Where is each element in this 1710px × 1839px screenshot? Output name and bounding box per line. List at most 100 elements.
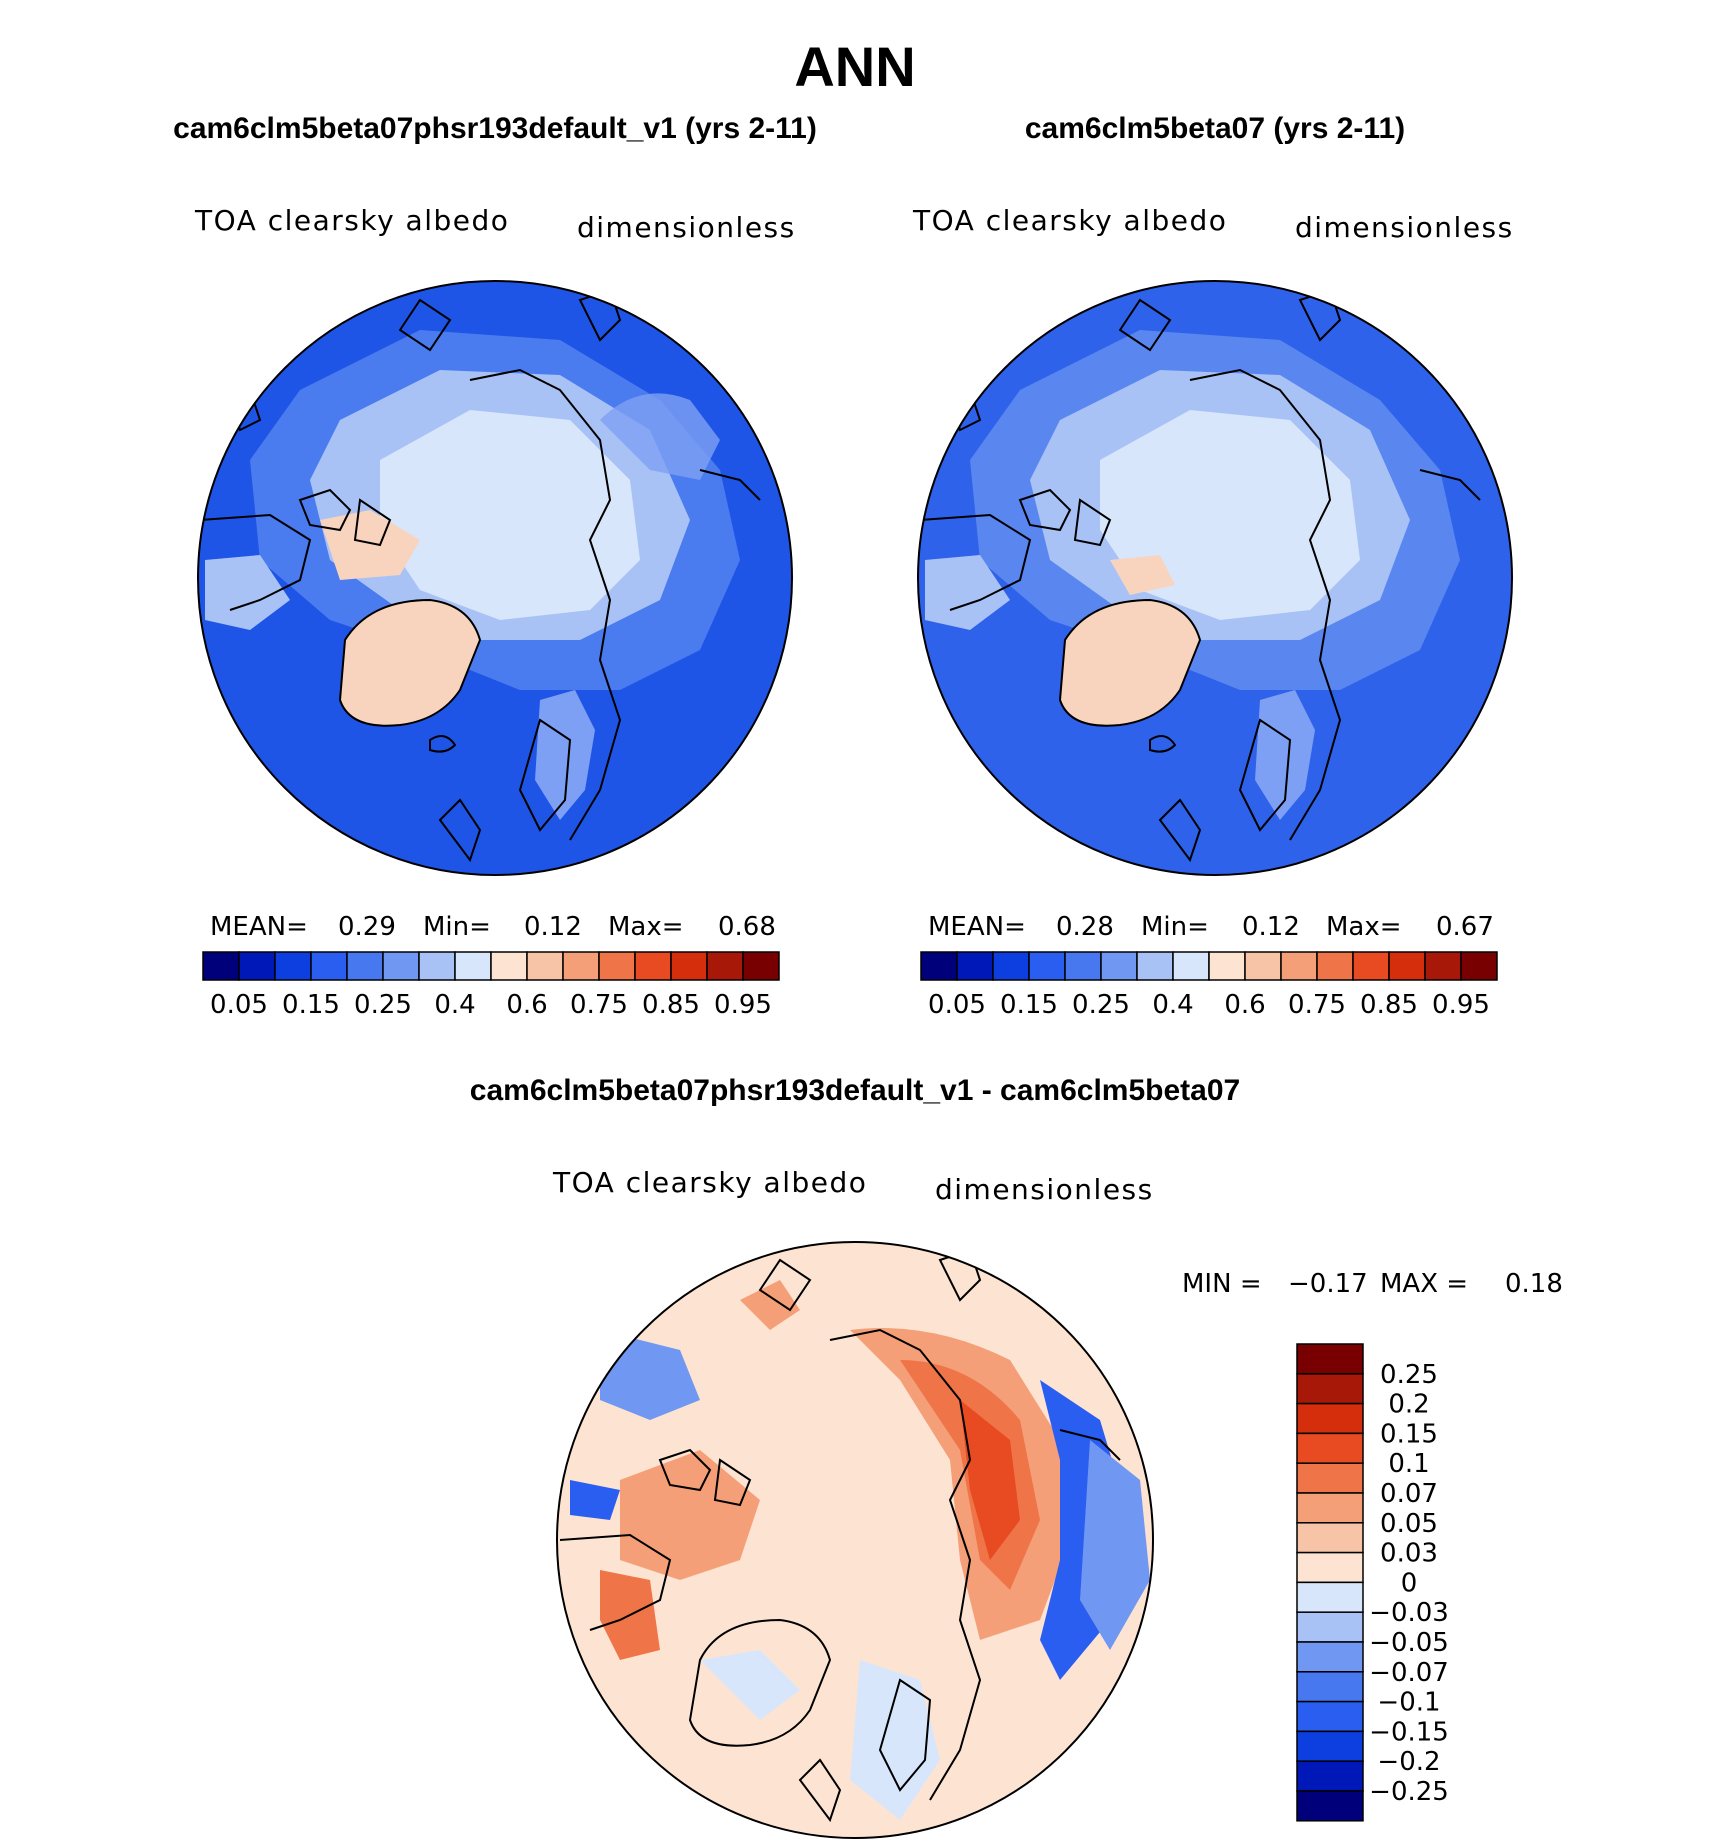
diff-min-label: MIN = <box>1182 1269 1262 1299</box>
diff-max-value: 0.18 <box>1505 1269 1563 1299</box>
colorbar-diff-swatch-9 <box>1296 1611 1364 1643</box>
colorbar-diff-tick-label: 0.2 <box>1388 1390 1429 1420</box>
colorbar-panel-1-swatch-7 <box>454 951 492 981</box>
panel-1-units: dimensionless <box>577 211 796 244</box>
colorbar-panel-2-swatch-0 <box>920 951 958 981</box>
figure-title: ANN <box>794 35 915 98</box>
panel-2-min-value: 0.12 <box>1242 912 1300 942</box>
colorbar-panel-2-swatch-14 <box>1424 951 1462 981</box>
colorbar-diff-tick-label: −0.25 <box>1369 1777 1449 1807</box>
panel-2-mean-value: 0.28 <box>1056 912 1114 942</box>
colorbar-panel-1-swatch-6 <box>418 951 456 981</box>
panel-1-stats: MEAN= 0.29 Min= 0.12 Max= 0.68 <box>210 912 776 942</box>
panel-2-min-label: Min= <box>1141 912 1209 942</box>
colorbar-panel-2-swatch-13 <box>1388 951 1426 981</box>
colorbar-panel-2-swatch-6 <box>1136 951 1174 981</box>
diff-min-value: −0.17 <box>1288 1269 1368 1299</box>
colorbar-diff-tick-label: −0.03 <box>1369 1598 1449 1628</box>
panel-1-min-label: Min= <box>423 912 491 942</box>
colorbar-panel-2-swatch-12 <box>1352 951 1390 981</box>
colorbar-panel-1-tick-label: 0.05 <box>210 990 268 1020</box>
colorbar-panel-2-tick-label: 0.4 <box>1152 990 1193 1020</box>
colorbar-panel-2-tick-label: 0.15 <box>1000 990 1058 1020</box>
colorbar-panel-1-tick-label: 0.15 <box>282 990 340 1020</box>
colorbar-diff-swatch-15 <box>1296 1790 1364 1822</box>
panel-1-title: cam6clm5beta07phsr193default_v1 (yrs 2-1… <box>173 112 817 145</box>
colorbar-panel-2-swatch-1 <box>956 951 994 981</box>
colorbar-panel-2-swatch-11 <box>1316 951 1354 981</box>
colorbar-panel-1-swatch-1 <box>238 951 276 981</box>
diff-panel-stats: MIN = −0.17 MAX = 0.18 <box>1182 1269 1563 1299</box>
colorbar-panel-1-tick-label: 0.25 <box>354 990 412 1020</box>
colorbar-diff-swatch-6 <box>1296 1522 1364 1554</box>
panel-2-mean-label: MEAN= <box>928 912 1026 942</box>
panel-1-variable: TOA clearsky albedo <box>194 204 509 237</box>
panel-2-stats: MEAN= 0.28 Min= 0.12 Max= 0.67 <box>928 912 1494 942</box>
colorbar-diff-swatch-14 <box>1296 1760 1364 1792</box>
colorbar-panel-1-swatch-4 <box>346 951 384 981</box>
panel-2-max-value: 0.67 <box>1436 912 1494 942</box>
colorbar-panel-1-swatch-14 <box>706 951 744 981</box>
colorbar-diff-tick-label: −0.15 <box>1369 1717 1449 1747</box>
map-panel-1-boundary <box>197 280 793 876</box>
colorbar-panel-2-swatch-9 <box>1244 951 1282 981</box>
map-panel-1 <box>197 280 793 876</box>
colorbar-diff-tick-label: 0.03 <box>1380 1539 1438 1569</box>
colorbar-panel-1-swatch-15 <box>742 951 780 981</box>
colorbar-panel-2-swatch-8 <box>1208 951 1246 981</box>
colorbar-diff-tick-label: 0.25 <box>1380 1360 1438 1390</box>
colorbar-diff-swatch-2 <box>1296 1402 1364 1435</box>
map-panel-diff-boundary <box>556 1241 1154 1839</box>
colorbar-diff-tick-label: −0.2 <box>1377 1747 1440 1777</box>
colorbar-diff-tick-label: 0.07 <box>1380 1479 1438 1509</box>
colorbar-panel-2-tick-label: 0.05 <box>928 990 986 1020</box>
colorbar-panel-1-tick-label: 0.4 <box>434 990 475 1020</box>
colorbar-diff-tick-label: −0.1 <box>1377 1688 1440 1718</box>
colorbar-panel-2-swatch-10 <box>1280 951 1318 981</box>
colorbar-panel-1-swatch-11 <box>598 951 636 981</box>
diff-panel-units: dimensionless <box>935 1173 1154 1206</box>
colorbar-diff-swatch-12 <box>1296 1700 1364 1733</box>
colorbar-diff-swatch-11 <box>1296 1671 1364 1703</box>
panel-2-variable: TOA clearsky albedo <box>912 204 1227 237</box>
colorbar-panel-1-tick-label: 0.75 <box>570 990 628 1020</box>
panel-1-mean-value: 0.29 <box>338 912 396 942</box>
panel-1-max-value: 0.68 <box>718 912 776 942</box>
colorbar-diff-swatch-8 <box>1296 1581 1364 1613</box>
colorbar-diff-swatch-0 <box>1296 1343 1364 1375</box>
colorbar-panel-2-swatch-7 <box>1172 951 1210 981</box>
colorbar-diff-swatch-1 <box>1296 1373 1364 1405</box>
colorbar-panel-1-tick-label: 0.95 <box>714 990 772 1020</box>
colorbar-diff-swatch-13 <box>1296 1730 1364 1762</box>
colorbar-panel-1-swatch-13 <box>670 951 708 981</box>
diff-max-label: MAX = <box>1380 1269 1468 1299</box>
colorbar-panel-1-swatch-5 <box>382 951 420 981</box>
colorbar-panel-2-tick-label: 0.95 <box>1432 990 1490 1020</box>
colorbar-diff-tick-label: 0.1 <box>1388 1449 1429 1479</box>
colorbar-panel-1-swatch-8 <box>490 951 528 981</box>
colorbar-diff-swatch-7 <box>1296 1551 1364 1584</box>
colorbar-diff-swatch-4 <box>1296 1462 1364 1494</box>
colorbar-panel-2-tick-label: 0.75 <box>1288 990 1346 1020</box>
colorbar-panel-1-swatch-9 <box>526 951 564 981</box>
colorbar-panel-1-swatch-10 <box>562 951 600 981</box>
panel-2-max-label: Max= <box>1326 912 1402 942</box>
colorbar-diff-swatch-10 <box>1296 1641 1364 1673</box>
colorbar-diff-tick-label: 0.15 <box>1380 1419 1438 1449</box>
map-panel-diff <box>556 1241 1154 1839</box>
diff-panel-title: cam6clm5beta07phsr193default_v1 - cam6cl… <box>470 1074 1240 1107</box>
colorbar-panel-2-swatch-2 <box>992 951 1030 981</box>
colorbar-panel-2-swatch-5 <box>1100 951 1138 981</box>
colorbar-panel-2-swatch-4 <box>1064 951 1102 981</box>
colorbar-panel-2-swatch-3 <box>1028 951 1066 981</box>
map-panel-2-boundary <box>917 280 1513 876</box>
colorbar-diff: 0.250.20.150.10.070.050.030−0.03−0.05−0.… <box>1296 1343 1449 1822</box>
panel-1-min-value: 0.12 <box>524 912 582 942</box>
colorbar-diff-tick-label: −0.05 <box>1369 1628 1449 1658</box>
colorbar-panel-2-tick-label: 0.85 <box>1360 990 1418 1020</box>
colorbar-panel-1-swatch-12 <box>634 951 672 981</box>
colorbar-diff-tick-label: 0 <box>1401 1568 1418 1598</box>
colorbar-panel-1: 0.05 0.15 0.25 0.4 0.6 0.75 0.85 0.95 <box>202 951 780 1020</box>
colorbar-panel-1-swatch-0 <box>202 951 240 981</box>
